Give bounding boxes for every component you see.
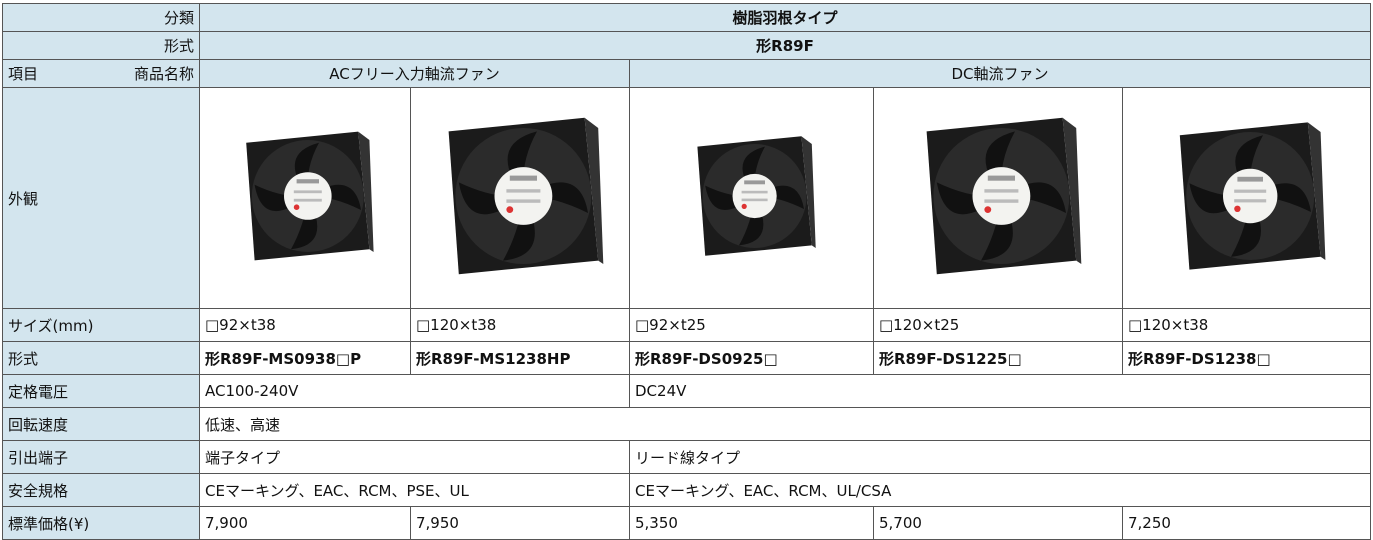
item-cell: 項目 商品名称	[2, 59, 200, 88]
fan-image	[235, 126, 375, 266]
spec-row: サイズ(mm) □92×t38 □120×t38 □92×t25 □120×t25 □12…	[2, 308, 1371, 342]
row-label: 標準価格(¥)	[2, 506, 200, 540]
row-label: 定格電圧	[2, 374, 200, 408]
product-image	[410, 87, 630, 309]
spec-value: 7,250	[1122, 506, 1371, 540]
spec-row: 標準価格(¥) 7,900 7,950 5,350 5,700 7,250	[2, 506, 1371, 540]
header-row: 項目 商品名称 ACフリー入力軸流ファン DC軸流ファン	[2, 59, 1371, 88]
fan-image	[913, 111, 1083, 281]
spec-value: □120×t38	[410, 308, 630, 342]
row-label: 外観	[2, 87, 200, 309]
spec-row: 定格電圧 AC100-240V DC24V	[2, 374, 1371, 408]
spec-row: 形式 形R89F-MS0938□P 形R89F-MS1238HP 形R89F-DS09…	[2, 341, 1371, 375]
spec-value: CEマーキング、EAC、RCM、PSE、UL	[199, 473, 630, 507]
spec-value: 7,900	[199, 506, 411, 540]
spec-value: □120×t38	[1122, 308, 1371, 342]
group: DC軸流ファン	[629, 59, 1371, 88]
header-row: 形式 形R89F	[2, 31, 1371, 60]
spec-value: 5,700	[873, 506, 1123, 540]
header-row: 分類 樹脂羽根タイプ	[2, 3, 1371, 32]
spec-value: CEマーキング、EAC、RCM、UL/CSA	[629, 473, 1371, 507]
product-image	[1122, 87, 1371, 309]
product-image	[199, 87, 411, 309]
spec-value: 端子タイプ	[199, 440, 630, 474]
group: ACフリー入力軸流ファン	[199, 59, 630, 88]
spec-row: 引出端子 端子タイプ リード線タイプ	[2, 440, 1371, 474]
spec-value: □92×t38	[199, 308, 411, 342]
row-label: 安全規格	[2, 473, 200, 507]
spec-value: □120×t25	[873, 308, 1123, 342]
spec-value: 7,950	[410, 506, 630, 540]
spec-value: 形R89F-DS0925□	[629, 341, 874, 375]
item-label: 項目	[8, 65, 39, 83]
image-row: 外観	[2, 87, 1371, 309]
spec-value: □92×t25	[629, 308, 874, 342]
row-label: サイズ(mm)	[2, 308, 200, 342]
spec-value: 5,350	[629, 506, 874, 540]
spec-value: 形R89F-DS1225□	[873, 341, 1123, 375]
spec-value: 形R89F-DS1238□	[1122, 341, 1371, 375]
fan-image	[1167, 116, 1327, 276]
product-image	[629, 87, 874, 309]
model: 形R89F	[199, 31, 1371, 60]
spec-value: 低速、高速	[199, 407, 1371, 441]
spec-value: 形R89F-MS1238HP	[410, 341, 630, 375]
model-label: 形式	[2, 31, 200, 60]
category-label: 分類	[2, 3, 200, 32]
row-label: 形式	[2, 341, 200, 375]
spec-value: AC100-240V	[199, 374, 630, 408]
category: 樹脂羽根タイプ	[199, 3, 1371, 32]
fan-image	[687, 131, 817, 261]
row-label: 引出端子	[2, 440, 200, 474]
product-image	[873, 87, 1123, 309]
product-name-label: 商品名称	[133, 65, 194, 83]
fan-image	[435, 111, 605, 281]
spec-value: 形R89F-MS0938□P	[199, 341, 411, 375]
spec-value: DC24V	[629, 374, 1371, 408]
spec-row: 安全規格 CEマーキング、EAC、RCM、PSE、UL CEマーキング、EAC、RC…	[2, 473, 1371, 507]
spec-table: 分類 樹脂羽根タイプ 形式 形R89F 項目 商品名称 ACフリー入力軸流ファン …	[2, 3, 1371, 540]
row-label: 回転速度	[2, 407, 200, 441]
spec-value: リード線タイプ	[629, 440, 1371, 474]
table-body: サイズ(mm) □92×t38 □120×t38 □92×t25 □120×t25 □12…	[2, 308, 1371, 540]
spec-row: 回転速度 低速、高速	[2, 407, 1371, 441]
